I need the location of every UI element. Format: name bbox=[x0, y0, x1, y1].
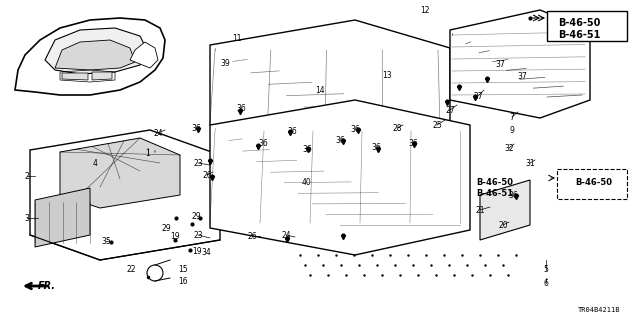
Text: 11: 11 bbox=[232, 34, 242, 43]
Text: 36: 36 bbox=[335, 135, 345, 145]
Polygon shape bbox=[45, 28, 148, 74]
Text: 1: 1 bbox=[146, 148, 150, 157]
Polygon shape bbox=[35, 188, 90, 247]
Text: 13: 13 bbox=[382, 70, 392, 79]
Polygon shape bbox=[60, 138, 180, 208]
Text: 26: 26 bbox=[202, 171, 212, 180]
Text: 3: 3 bbox=[24, 213, 29, 222]
Text: TR04B4211B: TR04B4211B bbox=[577, 307, 620, 313]
FancyBboxPatch shape bbox=[557, 169, 627, 199]
Polygon shape bbox=[210, 100, 470, 255]
Text: 14: 14 bbox=[315, 85, 325, 94]
Text: 19: 19 bbox=[170, 231, 180, 241]
Text: 37: 37 bbox=[517, 71, 527, 81]
Text: 5: 5 bbox=[543, 266, 548, 275]
Polygon shape bbox=[30, 130, 220, 260]
Text: 23: 23 bbox=[193, 230, 203, 239]
Text: 16: 16 bbox=[178, 277, 188, 286]
Text: 6: 6 bbox=[543, 278, 548, 287]
Text: B-46-50: B-46-50 bbox=[558, 18, 600, 28]
Text: 36: 36 bbox=[191, 124, 201, 132]
Text: 39: 39 bbox=[220, 59, 230, 68]
Text: 27: 27 bbox=[473, 92, 483, 100]
Text: 40: 40 bbox=[302, 178, 312, 187]
Text: 34: 34 bbox=[201, 247, 211, 257]
Text: 2: 2 bbox=[24, 172, 29, 180]
FancyBboxPatch shape bbox=[547, 11, 627, 41]
Text: 20: 20 bbox=[498, 220, 508, 229]
Polygon shape bbox=[15, 18, 165, 95]
Text: 35: 35 bbox=[101, 236, 111, 245]
Text: 25: 25 bbox=[432, 121, 442, 130]
Text: 36: 36 bbox=[287, 126, 297, 135]
Text: B-46-51: B-46-51 bbox=[558, 30, 600, 40]
Text: 36: 36 bbox=[302, 145, 312, 154]
Text: B-46-50: B-46-50 bbox=[476, 178, 513, 187]
Text: 36: 36 bbox=[408, 139, 418, 148]
Text: 24: 24 bbox=[281, 230, 291, 239]
Polygon shape bbox=[62, 73, 88, 80]
Text: 9: 9 bbox=[509, 125, 515, 134]
Text: 29: 29 bbox=[191, 212, 201, 220]
Polygon shape bbox=[480, 180, 530, 240]
Text: 4: 4 bbox=[93, 158, 97, 167]
Text: 22: 22 bbox=[126, 265, 136, 274]
Text: B-46-50: B-46-50 bbox=[575, 178, 612, 187]
Polygon shape bbox=[450, 10, 590, 118]
Text: 37: 37 bbox=[495, 60, 505, 68]
Text: 36: 36 bbox=[371, 142, 381, 151]
Polygon shape bbox=[92, 72, 112, 80]
Text: 28: 28 bbox=[392, 124, 402, 132]
Text: 32: 32 bbox=[504, 143, 514, 153]
Text: 21: 21 bbox=[476, 205, 484, 214]
Text: 15: 15 bbox=[178, 266, 188, 275]
Text: 23: 23 bbox=[193, 158, 203, 167]
Text: 24: 24 bbox=[153, 129, 163, 138]
Text: 36: 36 bbox=[350, 124, 360, 133]
Text: 26: 26 bbox=[247, 231, 257, 241]
Text: FR.: FR. bbox=[38, 281, 56, 291]
Text: 27: 27 bbox=[445, 106, 455, 115]
Text: 19: 19 bbox=[192, 246, 202, 255]
Polygon shape bbox=[130, 42, 158, 68]
Text: B-46-51: B-46-51 bbox=[476, 189, 513, 198]
Text: 36: 36 bbox=[508, 190, 518, 199]
Text: 12: 12 bbox=[420, 5, 429, 14]
Text: 31: 31 bbox=[525, 158, 535, 167]
Polygon shape bbox=[55, 40, 135, 70]
Polygon shape bbox=[210, 20, 450, 155]
Text: 29: 29 bbox=[161, 223, 171, 233]
Text: 36: 36 bbox=[258, 139, 268, 148]
Text: 36: 36 bbox=[236, 103, 246, 113]
Text: 7: 7 bbox=[509, 113, 515, 122]
